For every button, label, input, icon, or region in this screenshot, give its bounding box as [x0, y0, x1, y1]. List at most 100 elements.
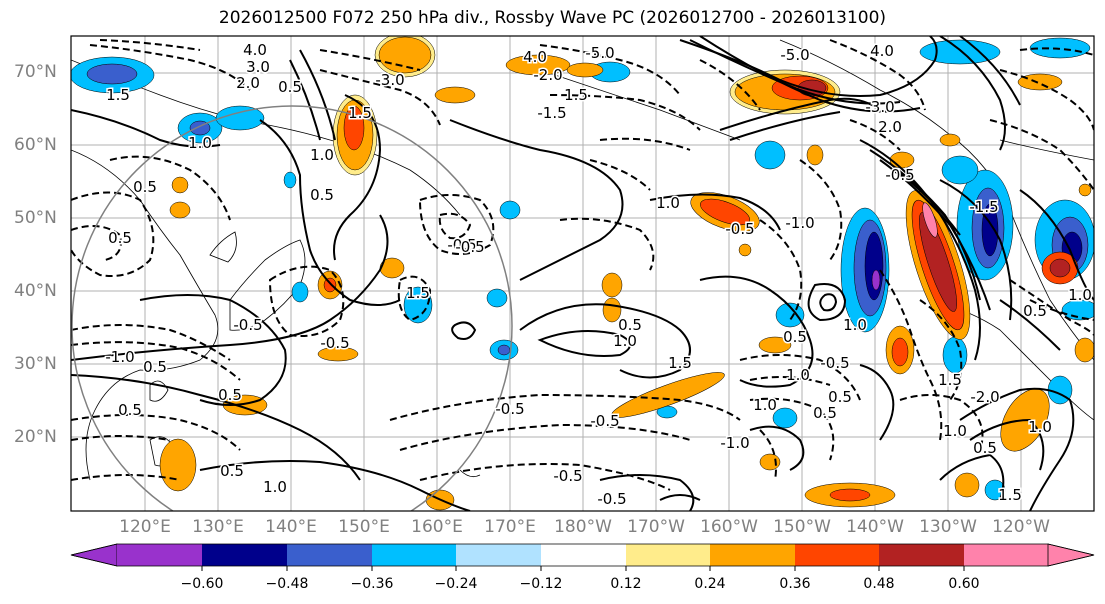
lon-label-170w: 170°W	[627, 517, 685, 537]
contour-label: 1.0	[1028, 418, 1052, 436]
contour-label: 1.0	[188, 134, 212, 152]
contour-label: 1.5	[348, 104, 372, 122]
colorbar-tick-label: 0.48	[863, 576, 895, 592]
contour-label: 1.0	[753, 396, 777, 414]
colorbar-segment	[456, 544, 541, 566]
colorbar-tick-label: 0.12	[610, 576, 642, 592]
contour-label: 0.5	[278, 78, 302, 96]
contour-label: -0.5	[885, 166, 914, 184]
lon-label-130w: 130°W	[919, 517, 977, 537]
contour-label: -5.0	[585, 44, 614, 62]
colorbar-tick-label: 0.24	[694, 576, 726, 592]
lat-label-50n: 50°N	[14, 208, 57, 228]
contour-label: 0.5	[218, 386, 242, 404]
contour-label: 1.0	[786, 366, 810, 384]
contour-label: 1.0	[310, 146, 334, 164]
contour-label: 0.5	[310, 186, 334, 204]
colorbar-segment	[626, 544, 710, 566]
lon-label-120e: 120°E	[119, 517, 171, 537]
lon-label-150w: 150°W	[773, 517, 831, 537]
contour-labels: 4.03.02.0 0.51.51.00.5-3.01.51.00.50.5 -0.…	[104, 40, 1094, 510]
contour-label: 0.5	[618, 316, 642, 334]
contour-label: 1.5	[938, 371, 962, 389]
contour-label: 1.0	[263, 478, 287, 496]
contour-label: 1.0	[656, 194, 680, 212]
colorbar-segment	[287, 544, 372, 566]
contour-label: -3.0	[375, 71, 404, 89]
contour-label: -0.5	[447, 236, 476, 254]
map-title: 2026012500 F072 250 hPa div., Rossby Wav…	[218, 8, 887, 28]
lon-label-140w: 140°W	[846, 517, 904, 537]
contour-label: 1.5	[668, 354, 692, 372]
lon-label-120w: 120°W	[992, 517, 1050, 537]
contour-label: -1.0	[785, 214, 814, 232]
lon-label-170e: 170°E	[484, 517, 536, 537]
colorbar-tick-label: −0.12	[519, 576, 563, 592]
contour-label: 4.0	[523, 48, 547, 66]
contour-label: 1.5	[564, 86, 588, 104]
lat-label-70n: 70°N	[14, 62, 57, 82]
lon-label-160e: 160°E	[411, 517, 463, 537]
colorbar-tick-label: −0.48	[265, 576, 309, 592]
lat-label-40n: 40°N	[14, 281, 57, 301]
contour-label: -1.0	[105, 348, 134, 366]
contour-label: 0.5	[133, 178, 157, 196]
lat-label-60n: 60°N	[14, 135, 57, 155]
contour-label: -3.0	[865, 98, 894, 116]
contour-label: -0.5	[597, 490, 626, 508]
contour-label: -1.0	[720, 434, 749, 452]
colorbar-segment	[541, 544, 626, 566]
contour-label: 1.0	[943, 422, 967, 440]
colorbar-tick-label: −0.36	[350, 576, 394, 592]
contour-label: 1.5	[998, 486, 1022, 504]
lat-label-20n: 20°N	[14, 427, 57, 447]
contour-label: -0.5	[320, 334, 349, 352]
contour-label: 0.5	[108, 229, 132, 247]
colorbar-under-triangle	[70, 543, 118, 567]
colorbar-segment	[795, 544, 879, 566]
colorbar-tick-label: −0.24	[434, 576, 478, 592]
contour-label: -0.5	[495, 400, 524, 418]
contour-lines	[71, 36, 1094, 511]
contour-label: 1.0	[843, 316, 867, 334]
contour-label: 0.5	[973, 439, 997, 457]
contour-label: -1.5	[969, 198, 998, 216]
contour-label: 1.0	[613, 332, 637, 350]
contour-label: -0.5	[820, 354, 849, 372]
lon-label-130e: 130°E	[192, 517, 244, 537]
contour-label: 0.5	[783, 328, 807, 346]
contour-label: 0.5	[1023, 302, 1047, 320]
colorbar	[70, 543, 1095, 571]
colorbar-tick-label: 0.36	[779, 576, 811, 592]
contour-label: 2.0	[236, 74, 260, 92]
colorbar-segment	[117, 544, 202, 566]
contour-label: 0.5	[220, 462, 244, 480]
colorbar-tick-label: −0.60	[180, 576, 224, 592]
contour-label: 1.5	[106, 86, 130, 104]
colorbar-tick-label: 0.60	[948, 576, 980, 592]
contour-label: 0.5	[118, 401, 142, 419]
contour-label: -5.0	[780, 46, 809, 64]
lon-label-140e: 140°E	[265, 517, 317, 537]
contour-label: -2.0	[533, 66, 562, 84]
contour-label: 2.0	[878, 118, 902, 136]
contour-label: 4.0	[870, 42, 894, 60]
contour-label: -0.5	[455, 238, 484, 256]
contour-label: 1.0	[1068, 286, 1092, 304]
contour-label: 1.5	[406, 284, 430, 302]
contour-label: 0.5	[143, 358, 167, 376]
contour-label: -0.5	[725, 220, 754, 238]
colorbar-segment	[202, 544, 287, 566]
contour-label: 0.5	[828, 388, 852, 406]
contour-label: -1.5	[537, 104, 566, 122]
contour-label: 0.5	[813, 404, 837, 422]
contour-label: -0.5	[233, 316, 262, 334]
colorbar-segment	[710, 544, 795, 566]
lat-label-30n: 30°N	[14, 354, 57, 374]
contour-label: -0.5	[590, 412, 619, 430]
colorbar-segment	[372, 544, 456, 566]
map-frame	[70, 35, 1095, 512]
lon-label-180w: 180°W	[554, 517, 612, 537]
contour-label: -2.0	[970, 388, 999, 406]
